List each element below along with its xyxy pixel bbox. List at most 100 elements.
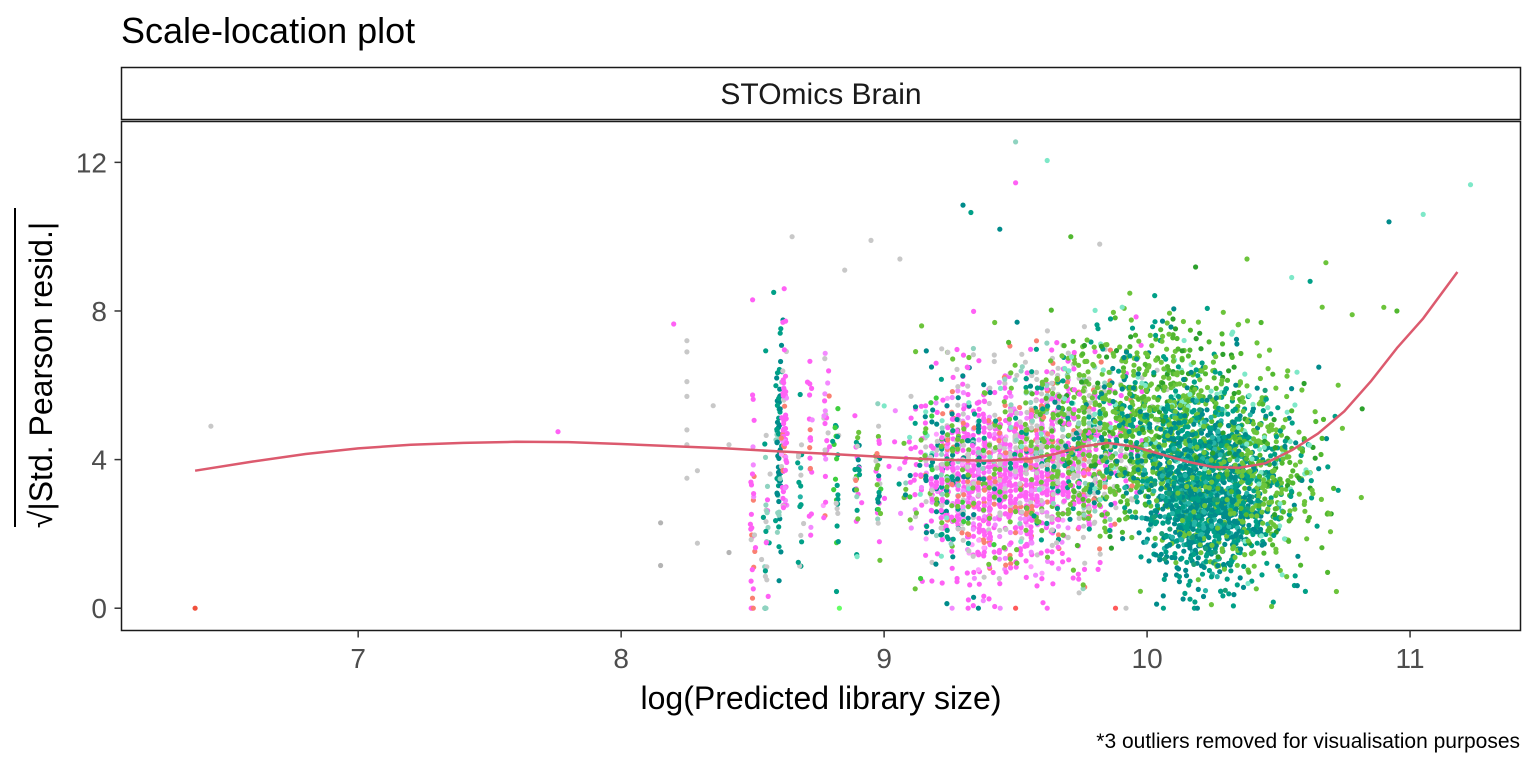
data-point xyxy=(1198,388,1204,394)
data-point xyxy=(854,507,860,513)
data-point xyxy=(1254,540,1260,546)
data-point xyxy=(1050,500,1056,507)
data-point xyxy=(1215,474,1221,480)
data-point xyxy=(930,445,936,451)
data-point xyxy=(1184,430,1190,437)
data-point xyxy=(1106,369,1112,375)
data-point xyxy=(1044,340,1050,346)
data-point xyxy=(763,502,769,508)
data-point xyxy=(1204,458,1210,464)
data-point xyxy=(1098,434,1105,441)
data-point xyxy=(1120,493,1126,499)
data-point xyxy=(1050,447,1056,454)
chart-title: Scale-location plot xyxy=(121,10,415,51)
data-point xyxy=(1063,383,1069,389)
data-point xyxy=(992,412,998,418)
data-point xyxy=(1055,445,1061,451)
data-point xyxy=(1254,430,1260,436)
data-point xyxy=(801,520,807,527)
data-point xyxy=(1180,318,1186,325)
data-point xyxy=(933,431,940,437)
data-point xyxy=(1038,497,1044,504)
data-point xyxy=(1158,327,1164,333)
data-point xyxy=(1221,566,1227,572)
data-point xyxy=(834,482,840,488)
data-point xyxy=(1277,567,1283,574)
data-point xyxy=(1129,483,1135,489)
data-point xyxy=(1007,529,1014,536)
data-point xyxy=(1220,351,1226,357)
data-point xyxy=(1290,480,1296,486)
data-point xyxy=(856,429,862,435)
data-point xyxy=(1138,384,1144,390)
data-point xyxy=(1123,478,1129,484)
data-point xyxy=(854,494,860,500)
data-point xyxy=(1104,422,1110,428)
data-point xyxy=(1136,430,1142,436)
data-point xyxy=(1147,407,1153,414)
data-point xyxy=(1231,434,1237,440)
data-point xyxy=(1226,450,1233,456)
data-point xyxy=(1033,450,1039,456)
data-point xyxy=(1238,350,1244,357)
data-point xyxy=(1169,554,1175,561)
data-point xyxy=(1160,605,1166,611)
data-point xyxy=(1129,325,1136,331)
data-point xyxy=(1039,398,1045,404)
data-point xyxy=(1023,389,1029,395)
data-point xyxy=(1237,575,1243,581)
data-point xyxy=(1212,369,1218,375)
data-point xyxy=(1242,485,1248,491)
data-point xyxy=(1060,511,1066,517)
data-point xyxy=(759,556,765,563)
data-point xyxy=(1226,368,1232,374)
data-point xyxy=(1233,382,1239,388)
data-point xyxy=(1273,427,1279,433)
data-point xyxy=(1163,503,1169,509)
data-point xyxy=(1007,460,1014,467)
data-point xyxy=(1099,512,1105,518)
data-point xyxy=(1174,335,1180,342)
data-point xyxy=(1008,540,1014,546)
data-point xyxy=(1292,402,1298,408)
data-point xyxy=(1003,475,1009,481)
data-point xyxy=(1197,330,1203,336)
data-point xyxy=(1254,523,1260,529)
data-point xyxy=(1006,339,1012,345)
data-point xyxy=(949,565,955,571)
data-point xyxy=(855,466,861,472)
data-point xyxy=(1235,537,1241,543)
data-point xyxy=(1136,366,1142,372)
data-point xyxy=(975,449,982,455)
data-point xyxy=(1231,497,1237,503)
data-point xyxy=(1304,536,1310,542)
data-point xyxy=(970,496,976,502)
data-point xyxy=(1234,582,1240,588)
data-point xyxy=(1092,389,1098,395)
data-point xyxy=(1180,504,1186,510)
data-point xyxy=(1159,318,1166,324)
data-point xyxy=(981,496,987,502)
data-point xyxy=(1228,568,1234,574)
data-point xyxy=(1097,420,1103,426)
data-point xyxy=(1234,416,1240,422)
data-point xyxy=(1178,477,1184,483)
data-point xyxy=(1184,522,1191,528)
data-point xyxy=(1045,558,1051,565)
data-point xyxy=(1282,443,1288,449)
data-point xyxy=(773,383,779,389)
data-point xyxy=(1265,445,1271,451)
data-point xyxy=(1017,500,1023,506)
data-point xyxy=(1236,494,1242,500)
data-point xyxy=(1289,420,1295,426)
data-point xyxy=(1173,388,1179,394)
data-point xyxy=(1159,531,1165,537)
data-point xyxy=(1051,464,1057,470)
data-point xyxy=(1153,509,1160,515)
data-point xyxy=(1263,396,1269,402)
data-point xyxy=(1309,495,1315,501)
data-point xyxy=(939,418,945,424)
data-point xyxy=(1066,432,1072,438)
data-point xyxy=(1254,385,1260,391)
data-point xyxy=(1081,462,1087,468)
